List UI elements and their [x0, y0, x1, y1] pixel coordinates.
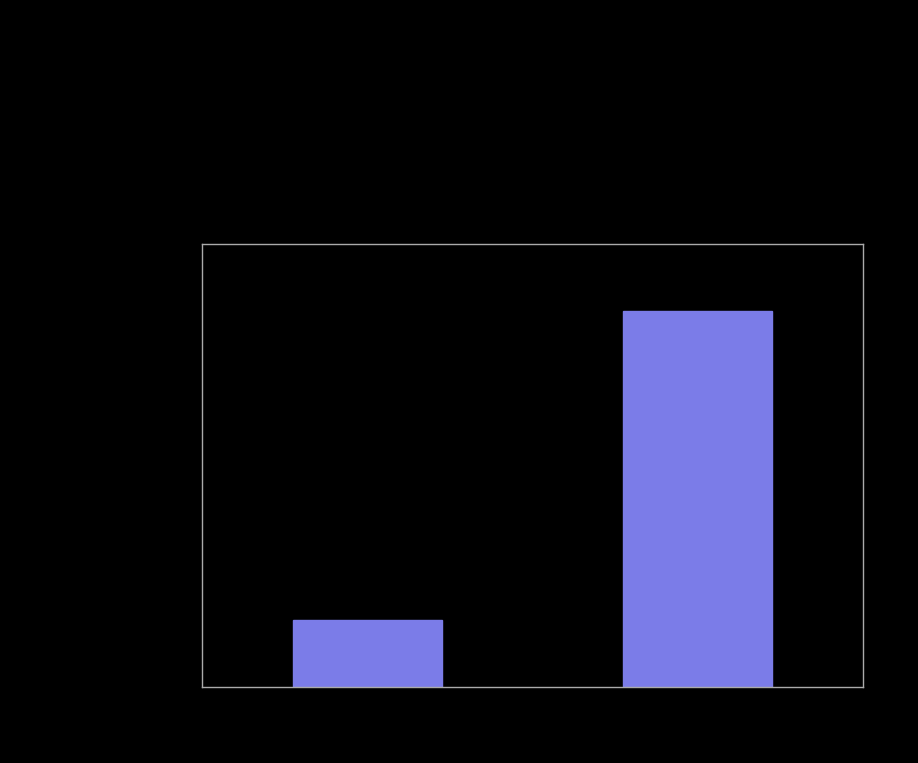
Bar: [293, 620, 442, 763]
Bar: [623, 311, 772, 763]
